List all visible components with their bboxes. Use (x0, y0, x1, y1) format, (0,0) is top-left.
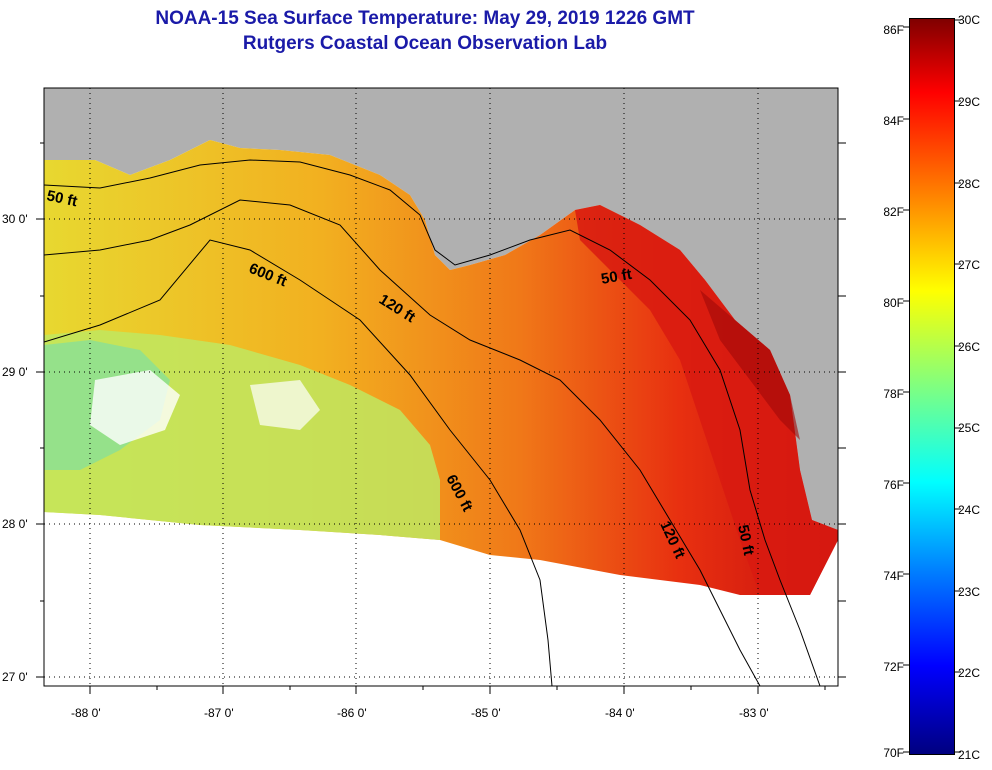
cb-label-74f: 74F (883, 569, 904, 583)
lon-label-86: -86 0' (337, 706, 367, 720)
lat-label-30: 30 0' (2, 212, 28, 226)
contour-600ft (44, 239, 553, 686)
lon-label-83: -83 0' (739, 706, 769, 720)
lon-label-88: -88 0' (71, 706, 101, 720)
contour-120ft (44, 199, 761, 686)
no-data-patch (250, 380, 320, 430)
lat-label-28: 28 0' (2, 517, 28, 531)
cb-label-22c: 22C (958, 666, 981, 680)
map-subtitle: Rutgers Coastal Ocean Observation Lab (242, 33, 608, 54)
hot-coastal-band (700, 290, 800, 440)
contour-50ft (44, 159, 821, 686)
cb-label-30c: 30C (958, 13, 981, 27)
cb-label-80f: 80F (883, 296, 904, 310)
contour-label-50ft-upper: 50 ft (600, 266, 633, 288)
cb-label-84f: 84F (883, 114, 904, 128)
map-title: NOAA-15 Sea Surface Temperature: May 29,… (155, 8, 695, 29)
colorbar-gradient (910, 19, 954, 754)
cb-label-29c: 29C (958, 95, 981, 109)
cb-label-21c: 21C (958, 748, 981, 762)
cb-label-86f: 86F (883, 23, 904, 37)
map-border (43, 87, 839, 687)
contour-label-50ft-lower: 50 ft (734, 523, 757, 557)
cb-label-28c: 28C (958, 177, 981, 191)
lon-label-85: -85 0' (471, 706, 501, 720)
cb-label-23c: 23C (958, 585, 981, 599)
no-data-patch (90, 370, 180, 445)
cb-label-24c: 24C (958, 503, 981, 517)
contour-label-50ft-west: 50 ft (45, 187, 79, 210)
lat-label-27: 27 0' (2, 670, 28, 684)
warm-coastal-band (575, 205, 838, 595)
cb-label-72f: 72F (883, 660, 904, 674)
cb-label-82f: 82F (883, 205, 904, 219)
colorbar (909, 18, 955, 755)
land (44, 88, 838, 530)
cb-label-26c: 26C (958, 340, 981, 354)
lon-label-84: -84 0' (605, 706, 635, 720)
cb-label-78f: 78F (883, 387, 904, 401)
cb-label-27c: 27C (958, 258, 981, 272)
cb-label-70f: 70F (883, 746, 904, 760)
lat-label-29: 29 0' (2, 365, 28, 379)
tick-marks (36, 142, 846, 694)
cb-label-76f: 76F (883, 478, 904, 492)
cb-label-25c: 25C (958, 421, 981, 435)
lon-label-87: -87 0' (204, 706, 234, 720)
colorbar-ticks (903, 19, 961, 753)
